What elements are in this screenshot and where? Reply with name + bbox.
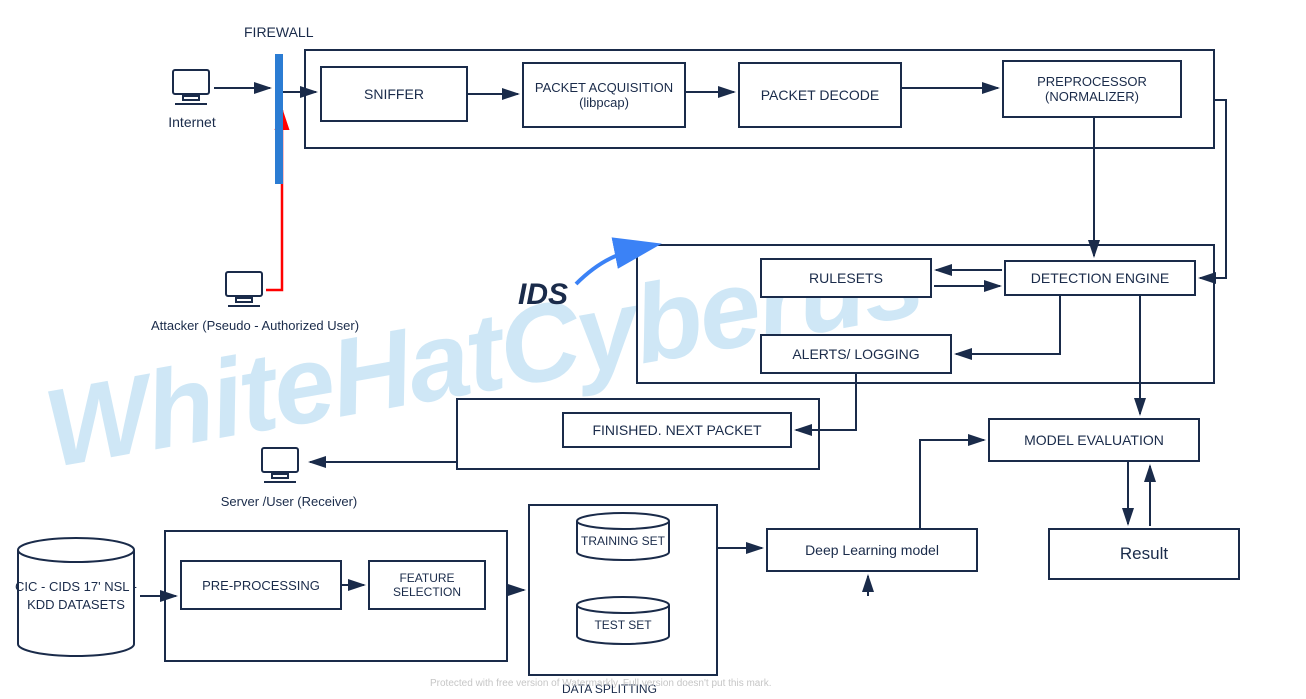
box-rulesets: RULESETS (760, 258, 932, 298)
server-label: Server /User (Receiver) (204, 494, 374, 509)
box-dl-model: Deep Learning model (766, 528, 978, 572)
test-set-cylinder: TEST SET (570, 596, 676, 651)
box-sniffer: SNIFFER (320, 66, 468, 122)
box-model-evaluation: MODEL EVALUATION (988, 418, 1200, 462)
box-detection-engine: DETECTION ENGINE (1004, 260, 1196, 296)
datasets-cylinder: CIC - CIDS 17' NSL - KDD DATASETS (12, 536, 140, 667)
box-result: Result (1048, 528, 1240, 580)
box-alerts: ALERTS/ LOGGING (760, 334, 952, 374)
box-finished-next-packet: FINISHED. NEXT PACKET (562, 412, 792, 448)
internet-computer-icon (169, 68, 213, 108)
ids-label: IDS (518, 278, 568, 312)
server-computer-icon (258, 446, 302, 486)
firewall-label: FIREWALL (244, 24, 314, 40)
internet-label: Internet (162, 114, 222, 130)
watermark-footer: Protected with free version of Watermark… (430, 678, 771, 689)
box-preprocessing: PRE-PROCESSING (180, 560, 342, 610)
attacker-computer-icon (222, 270, 266, 310)
attacker-label: Attacker (Pseudo - Authorized User) (140, 318, 370, 333)
box-feature-selection: FEATURE SELECTION (368, 560, 486, 610)
firewall-bar (275, 54, 283, 184)
box-packet-decode: PACKET DECODE (738, 62, 902, 128)
box-preprocessor: PREPROCESSOR (NORMALIZER) (1002, 60, 1182, 118)
training-set-cylinder: TRAINING SET (570, 512, 676, 567)
box-packet-acquisition: PACKET ACQUISITION (libpcap) (522, 62, 686, 128)
